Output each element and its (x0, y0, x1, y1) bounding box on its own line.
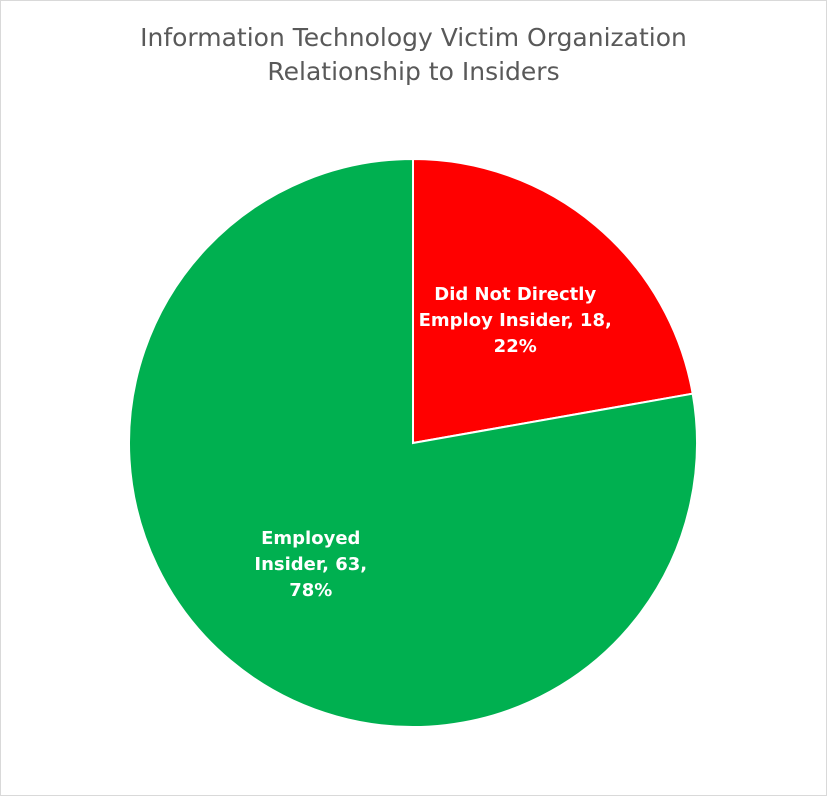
slice-data-label-2: Employed Insider, 63, 78% (254, 528, 367, 601)
chart-title-line-1: Information Technology Victim Organizati… (140, 23, 687, 52)
slice-data-label-1-line-3: 22% (494, 336, 537, 357)
slice-data-label-2-line-1: Employed (261, 528, 360, 549)
chart-title-line-2: Relationship to Insiders (267, 57, 560, 86)
slice-data-label-1-line-2: Employ Insider, 18, (419, 310, 612, 331)
chart-title: Information Technology Victim Organizati… (1, 21, 826, 89)
slice-data-label-2-line-2: Insider, 63, (254, 554, 367, 575)
slice-data-label-1-line-1: Did Not Directly (434, 284, 596, 305)
pie-slice-2 (128, 157, 698, 728)
slice-data-label-1: Did Not Directly Employ Insider, 18, 22% (419, 284, 612, 357)
pie-slice-1 (412, 157, 694, 445)
slice-data-label-2-line-3: 78% (289, 580, 332, 601)
